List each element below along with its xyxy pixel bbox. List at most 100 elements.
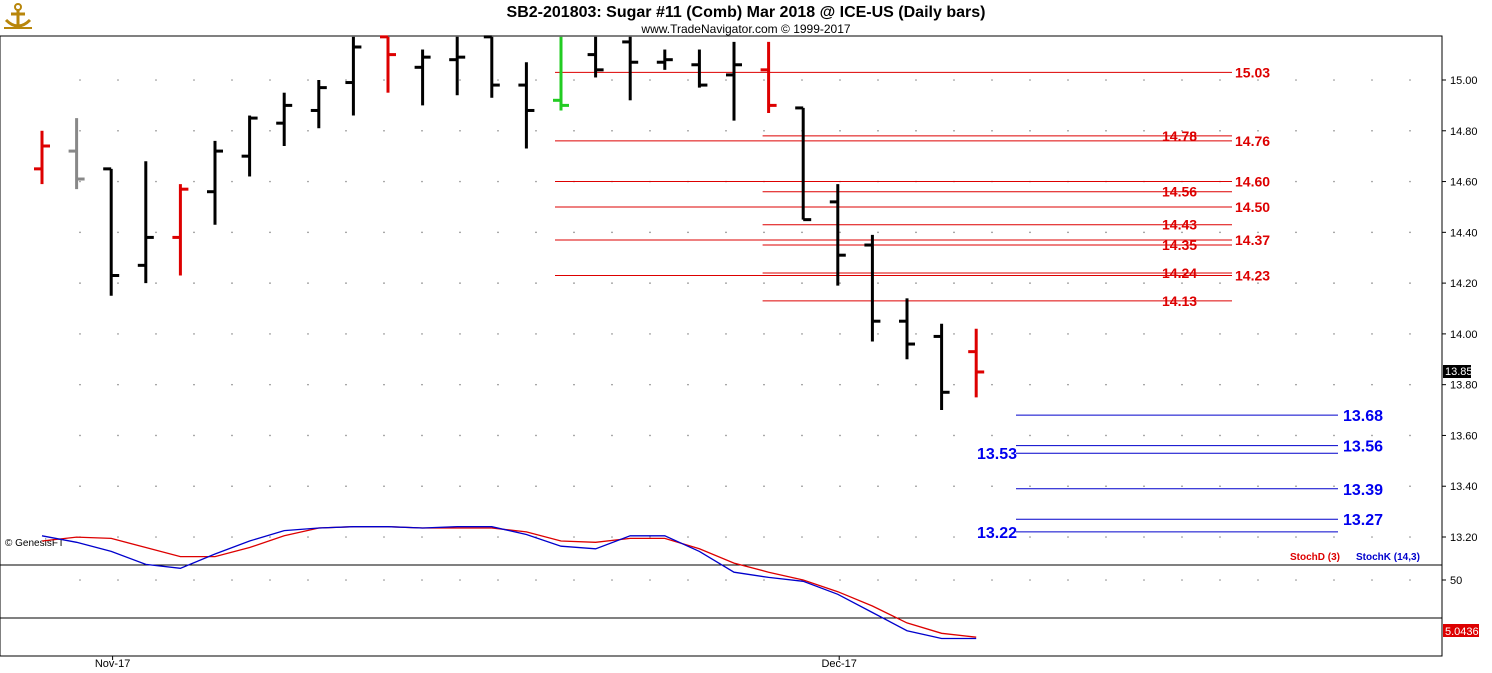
grid-dot — [801, 383, 803, 386]
grid-dot — [877, 333, 879, 335]
grid-dot — [155, 79, 157, 81]
grid-dot — [915, 579, 917, 581]
grid-dot — [1029, 536, 1031, 538]
grid-dot — [1219, 383, 1221, 386]
grid-dot — [763, 282, 765, 284]
grid-dot — [421, 282, 423, 284]
grid-dot — [155, 383, 157, 386]
grid-dot — [1409, 231, 1411, 234]
grid-dot — [801, 231, 803, 234]
resistance-label: 14.13 — [1162, 293, 1197, 309]
grid-dot — [953, 485, 955, 488]
grid-dot — [1371, 282, 1373, 284]
grid-dot — [1409, 282, 1411, 284]
grid-dot — [1181, 485, 1183, 488]
grid-dot — [269, 79, 271, 81]
ohlc-bar — [34, 130, 50, 185]
resistance-label: 14.23 — [1235, 267, 1270, 283]
grid-dot — [79, 79, 81, 81]
grid-dot — [345, 536, 347, 538]
last-stoch-label: 5.0436 — [1445, 626, 1479, 638]
ohlc-bar — [864, 234, 881, 342]
grid-dot — [345, 485, 347, 488]
grid-dot — [459, 282, 461, 284]
grid-dot — [1371, 485, 1373, 488]
grid-dot — [877, 79, 879, 81]
grid-dot — [953, 434, 955, 437]
ohlc-bar — [760, 41, 777, 114]
grid-dot — [79, 180, 81, 183]
grid-dot — [79, 231, 81, 234]
ohlc-bar — [933, 323, 950, 411]
last-price-label: 13.85 — [1445, 366, 1473, 378]
grid-dot — [687, 282, 689, 284]
grid-dot — [307, 129, 309, 132]
support-label: 13.56 — [1343, 439, 1383, 456]
grid-dot — [1295, 79, 1297, 81]
grid-dot — [535, 434, 537, 437]
grid-dot — [421, 180, 423, 183]
grid-dot — [725, 282, 727, 284]
grid-dot — [79, 129, 81, 132]
grid-dot — [307, 282, 309, 284]
resistance-label: 14.43 — [1162, 217, 1197, 233]
grid-dot — [991, 536, 993, 538]
grid-dot — [953, 383, 955, 386]
grid-dot — [839, 579, 841, 581]
grid-dot — [839, 434, 841, 437]
grid-dot — [801, 333, 803, 335]
grid-dot — [497, 231, 499, 234]
grid-dot — [231, 129, 233, 132]
grid-dot — [1295, 282, 1297, 284]
grid-dot — [497, 79, 499, 81]
ohlc-bar — [103, 167, 120, 296]
grid-dot — [307, 333, 309, 335]
grid-dot — [79, 333, 81, 335]
price-tick-label: 13.60 — [1450, 430, 1478, 442]
grid-dot — [1333, 333, 1335, 335]
ohlc-bar — [172, 184, 189, 276]
grid-dot — [193, 333, 195, 335]
grid-dot — [155, 536, 157, 538]
ohlc-bar — [829, 184, 846, 286]
grid-dot — [193, 129, 195, 132]
grid-dot — [307, 383, 309, 386]
grid-dot — [535, 79, 537, 81]
grid-dot — [1409, 180, 1411, 183]
ohlc-bar — [345, 36, 362, 116]
grid-dot — [383, 282, 385, 284]
grid-dot — [1371, 79, 1373, 81]
grid-dot — [839, 383, 841, 386]
grid-dot — [79, 579, 81, 581]
grid-dot — [117, 231, 119, 234]
grid-dot — [535, 129, 537, 132]
grid-dot — [193, 180, 195, 183]
grid-dot — [763, 485, 765, 488]
ohlc-bar — [380, 35, 396, 93]
grid-dot — [155, 434, 157, 437]
grid-dot — [193, 231, 195, 234]
grid-dot — [1067, 231, 1069, 234]
grid-dot — [117, 579, 119, 581]
grid-dot — [877, 282, 879, 284]
grid-dot — [915, 536, 917, 538]
grid-dot — [1143, 434, 1145, 437]
grid-dot — [459, 231, 461, 234]
grid-dot — [117, 180, 119, 183]
grid-dot — [763, 579, 765, 581]
grid-dot — [915, 383, 917, 386]
grid-dot — [1181, 434, 1183, 437]
grid-dot — [497, 434, 499, 437]
grid-dot — [953, 231, 955, 234]
grid-dot — [1371, 383, 1373, 386]
grid-dot — [649, 536, 651, 538]
grid-dot — [193, 79, 195, 81]
grid-dot — [1333, 434, 1335, 437]
grid-dot — [155, 485, 157, 488]
grid-dot — [231, 180, 233, 183]
grid-dot — [383, 79, 385, 81]
grid-dot — [1333, 383, 1335, 386]
ohlc-bar — [483, 35, 500, 98]
grid-dot — [231, 434, 233, 437]
grid-dot — [991, 282, 993, 284]
